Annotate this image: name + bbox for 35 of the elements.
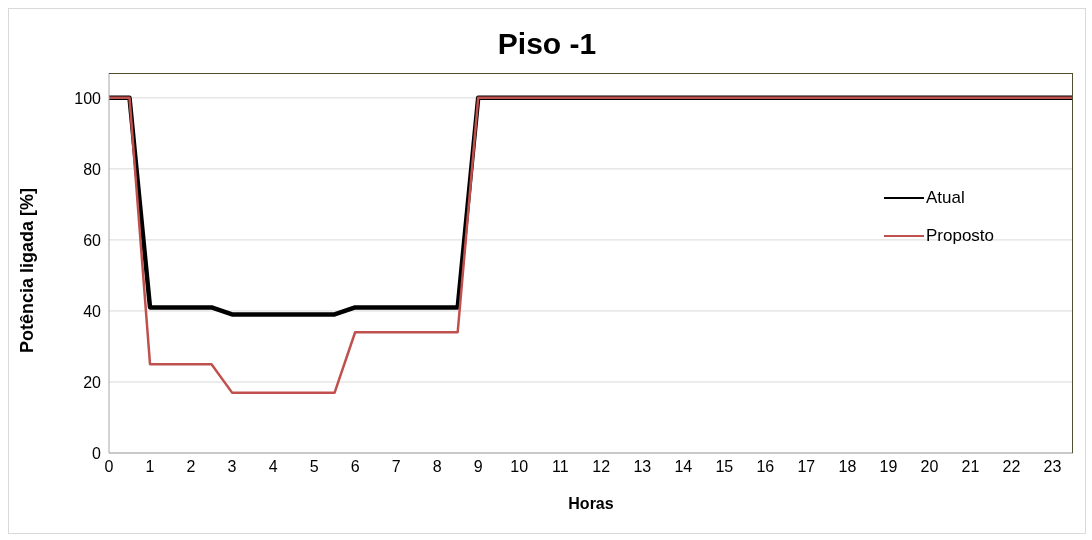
x-tick-label: 18 <box>838 458 857 476</box>
x-tick-label: 19 <box>879 458 898 476</box>
x-tick-label: 22 <box>1002 458 1021 476</box>
x-tick-label: 20 <box>920 458 939 476</box>
x-tick-label: 10 <box>510 458 529 476</box>
y-tick-label: 60 <box>83 231 102 249</box>
x-tick-label: 0 <box>104 458 114 476</box>
y-tick-label: 20 <box>83 373 102 391</box>
x-tick-label: 15 <box>715 458 734 476</box>
y-tick-label: 80 <box>83 160 102 178</box>
x-tick-label: 23 <box>1043 458 1062 476</box>
x-axis-title: Horas <box>568 495 614 512</box>
x-tick-label: 11 <box>551 458 569 476</box>
legend-label: Atual <box>926 187 965 209</box>
x-tick-label: 12 <box>592 458 611 476</box>
x-tick-label: 16 <box>756 458 775 476</box>
x-tick-label: 4 <box>268 458 278 476</box>
chart-title: Piso -1 <box>496 27 598 61</box>
legend-label: Proposto <box>926 225 995 247</box>
x-tick-label: 2 <box>186 458 196 476</box>
x-tick-label: 3 <box>227 458 237 476</box>
x-tick-label: 17 <box>797 458 816 476</box>
x-tick-label: 14 <box>674 458 693 476</box>
y-tick-label: 40 <box>83 302 102 320</box>
y-tick-label: 100 <box>74 89 102 107</box>
x-tick-label: 1 <box>145 458 155 476</box>
y-axis-title: Potência ligada [%] <box>17 187 38 353</box>
x-tick-label: 7 <box>391 458 401 476</box>
y-tick-label: 0 <box>92 444 102 462</box>
x-tick-label: 5 <box>309 458 319 476</box>
x-tick-label: 6 <box>350 458 360 476</box>
x-tick-label: 8 <box>432 458 442 476</box>
x-tick-label: 13 <box>633 458 652 476</box>
x-tick-label: 21 <box>961 458 980 476</box>
x-tick-label: 9 <box>473 458 483 476</box>
